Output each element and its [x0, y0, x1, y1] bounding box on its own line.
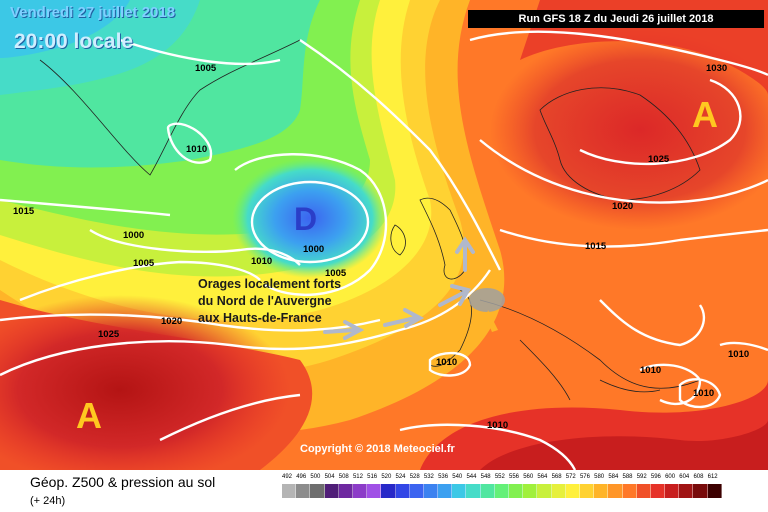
low-pressure-core [232, 158, 388, 278]
legend-value: 576 [579, 474, 590, 480]
isobar-label: 1000 [123, 230, 144, 241]
legend-swatch [338, 484, 353, 498]
legend-swatch [565, 484, 580, 498]
legend-swatch [594, 484, 609, 498]
storm-zone [469, 288, 505, 312]
legend-swatch [693, 484, 708, 498]
legend-swatch [509, 484, 524, 498]
isobar-label: 1005 [325, 268, 347, 279]
color-legend [282, 484, 722, 498]
isobar-label: 1020 [612, 201, 633, 212]
legend-value: 588 [622, 474, 633, 480]
legend-value: 532 [423, 474, 434, 480]
legend-value: 496 [296, 474, 307, 480]
legend-value: 508 [338, 474, 349, 480]
isobar-label: 1010 [251, 256, 272, 267]
isobar-label: 1005 [195, 63, 217, 74]
isobar-label: 1025 [648, 154, 670, 165]
legend-value: 492 [282, 474, 293, 480]
legend-value: 568 [551, 474, 562, 480]
legend-swatch [608, 484, 623, 498]
legend-value: 500 [310, 474, 321, 480]
legend-value: 512 [352, 474, 363, 480]
legend-swatch [381, 484, 396, 498]
legend-swatch [523, 484, 538, 498]
legend-swatch [707, 484, 722, 498]
map-title: Géop. Z500 & pression au sol [30, 474, 216, 490]
legend-swatch [438, 484, 453, 498]
legend-value: 544 [466, 474, 477, 480]
legend-swatch [480, 484, 495, 498]
legend-value: 608 [693, 474, 704, 480]
legend-swatch [296, 484, 311, 498]
legend-swatch [409, 484, 424, 498]
isobar-label: 1025 [98, 329, 120, 340]
legend-swatch [579, 484, 595, 498]
legend-labels: 492 496 500 504 508 512 516 520 524 528 532 536 540 5… [282, 474, 722, 480]
legend-value: 564 [537, 474, 548, 480]
isobar-label: 1005 [133, 258, 155, 269]
low-center-label: D [294, 201, 317, 237]
legend-swatch [452, 484, 467, 498]
legend-value: 528 [409, 474, 420, 480]
legend-swatch [367, 484, 382, 498]
legend-value: 504 [324, 474, 335, 480]
isobar-value-labels: 1005 1010 1015 1000 1005 1010 1000 1005 … [13, 63, 749, 431]
isobar-lines [0, 30, 768, 470]
legend-swatch [537, 484, 552, 498]
isobar-label: 1010 [186, 144, 207, 155]
legend-value: 552 [494, 474, 505, 480]
isobar-label: 1000 [303, 244, 324, 255]
legend-value: 556 [509, 474, 520, 480]
isobar-label: 1030 [706, 63, 727, 74]
legend-value: 604 [679, 474, 690, 480]
legend-swatch [636, 484, 651, 498]
legend-value: 560 [523, 474, 534, 480]
legend-swatch [466, 484, 481, 498]
legend-value: 572 [565, 474, 576, 480]
legend-value: 580 [594, 474, 605, 480]
legend-swatch [282, 484, 297, 498]
legend-value: 592 [636, 474, 647, 480]
legend-swatch [665, 484, 680, 498]
isobar-label: 1010 [693, 388, 714, 399]
isobar-label: 1010 [487, 420, 508, 431]
legend-swatch [494, 484, 509, 498]
isobar-label: 1015 [585, 241, 607, 252]
legend-swatch [352, 484, 368, 498]
legend-value: 600 [665, 474, 676, 480]
legend-swatch [310, 484, 325, 498]
legend-value: 536 [438, 474, 449, 480]
high-center-label-scandinavia: A [692, 94, 718, 135]
isobar-label: 1015 [13, 206, 35, 217]
legend-value: 540 [452, 474, 463, 480]
legend-value: 548 [480, 474, 491, 480]
geopotential-map: 1005 1010 1015 1000 1005 1010 1000 1005 … [0, 0, 768, 470]
legend-value: 596 [650, 474, 661, 480]
legend-value: 612 [707, 474, 718, 480]
legend-swatch [551, 484, 566, 498]
high-center-label-atlantic: A [76, 395, 102, 436]
legend-value: 520 [381, 474, 392, 480]
map-forecast-step: (+ 24h) [30, 495, 66, 507]
legend-value: 584 [608, 474, 619, 480]
isobar-label: 1010 [640, 365, 661, 376]
flow-arrows [323, 236, 475, 340]
legend-value: 516 [367, 474, 378, 480]
isobar-label: 1010 [728, 349, 749, 360]
legend-swatch [679, 484, 694, 498]
legend-value: 524 [395, 474, 406, 480]
lightning-icon [486, 310, 498, 332]
isobar-label: 1020 [161, 316, 182, 327]
legend-swatch [622, 484, 637, 498]
legend-swatch [395, 484, 410, 498]
legend-swatch [324, 484, 339, 498]
legend-swatch [650, 484, 666, 498]
legend-swatch [423, 484, 439, 498]
isobar-label: 1010 [436, 357, 457, 368]
